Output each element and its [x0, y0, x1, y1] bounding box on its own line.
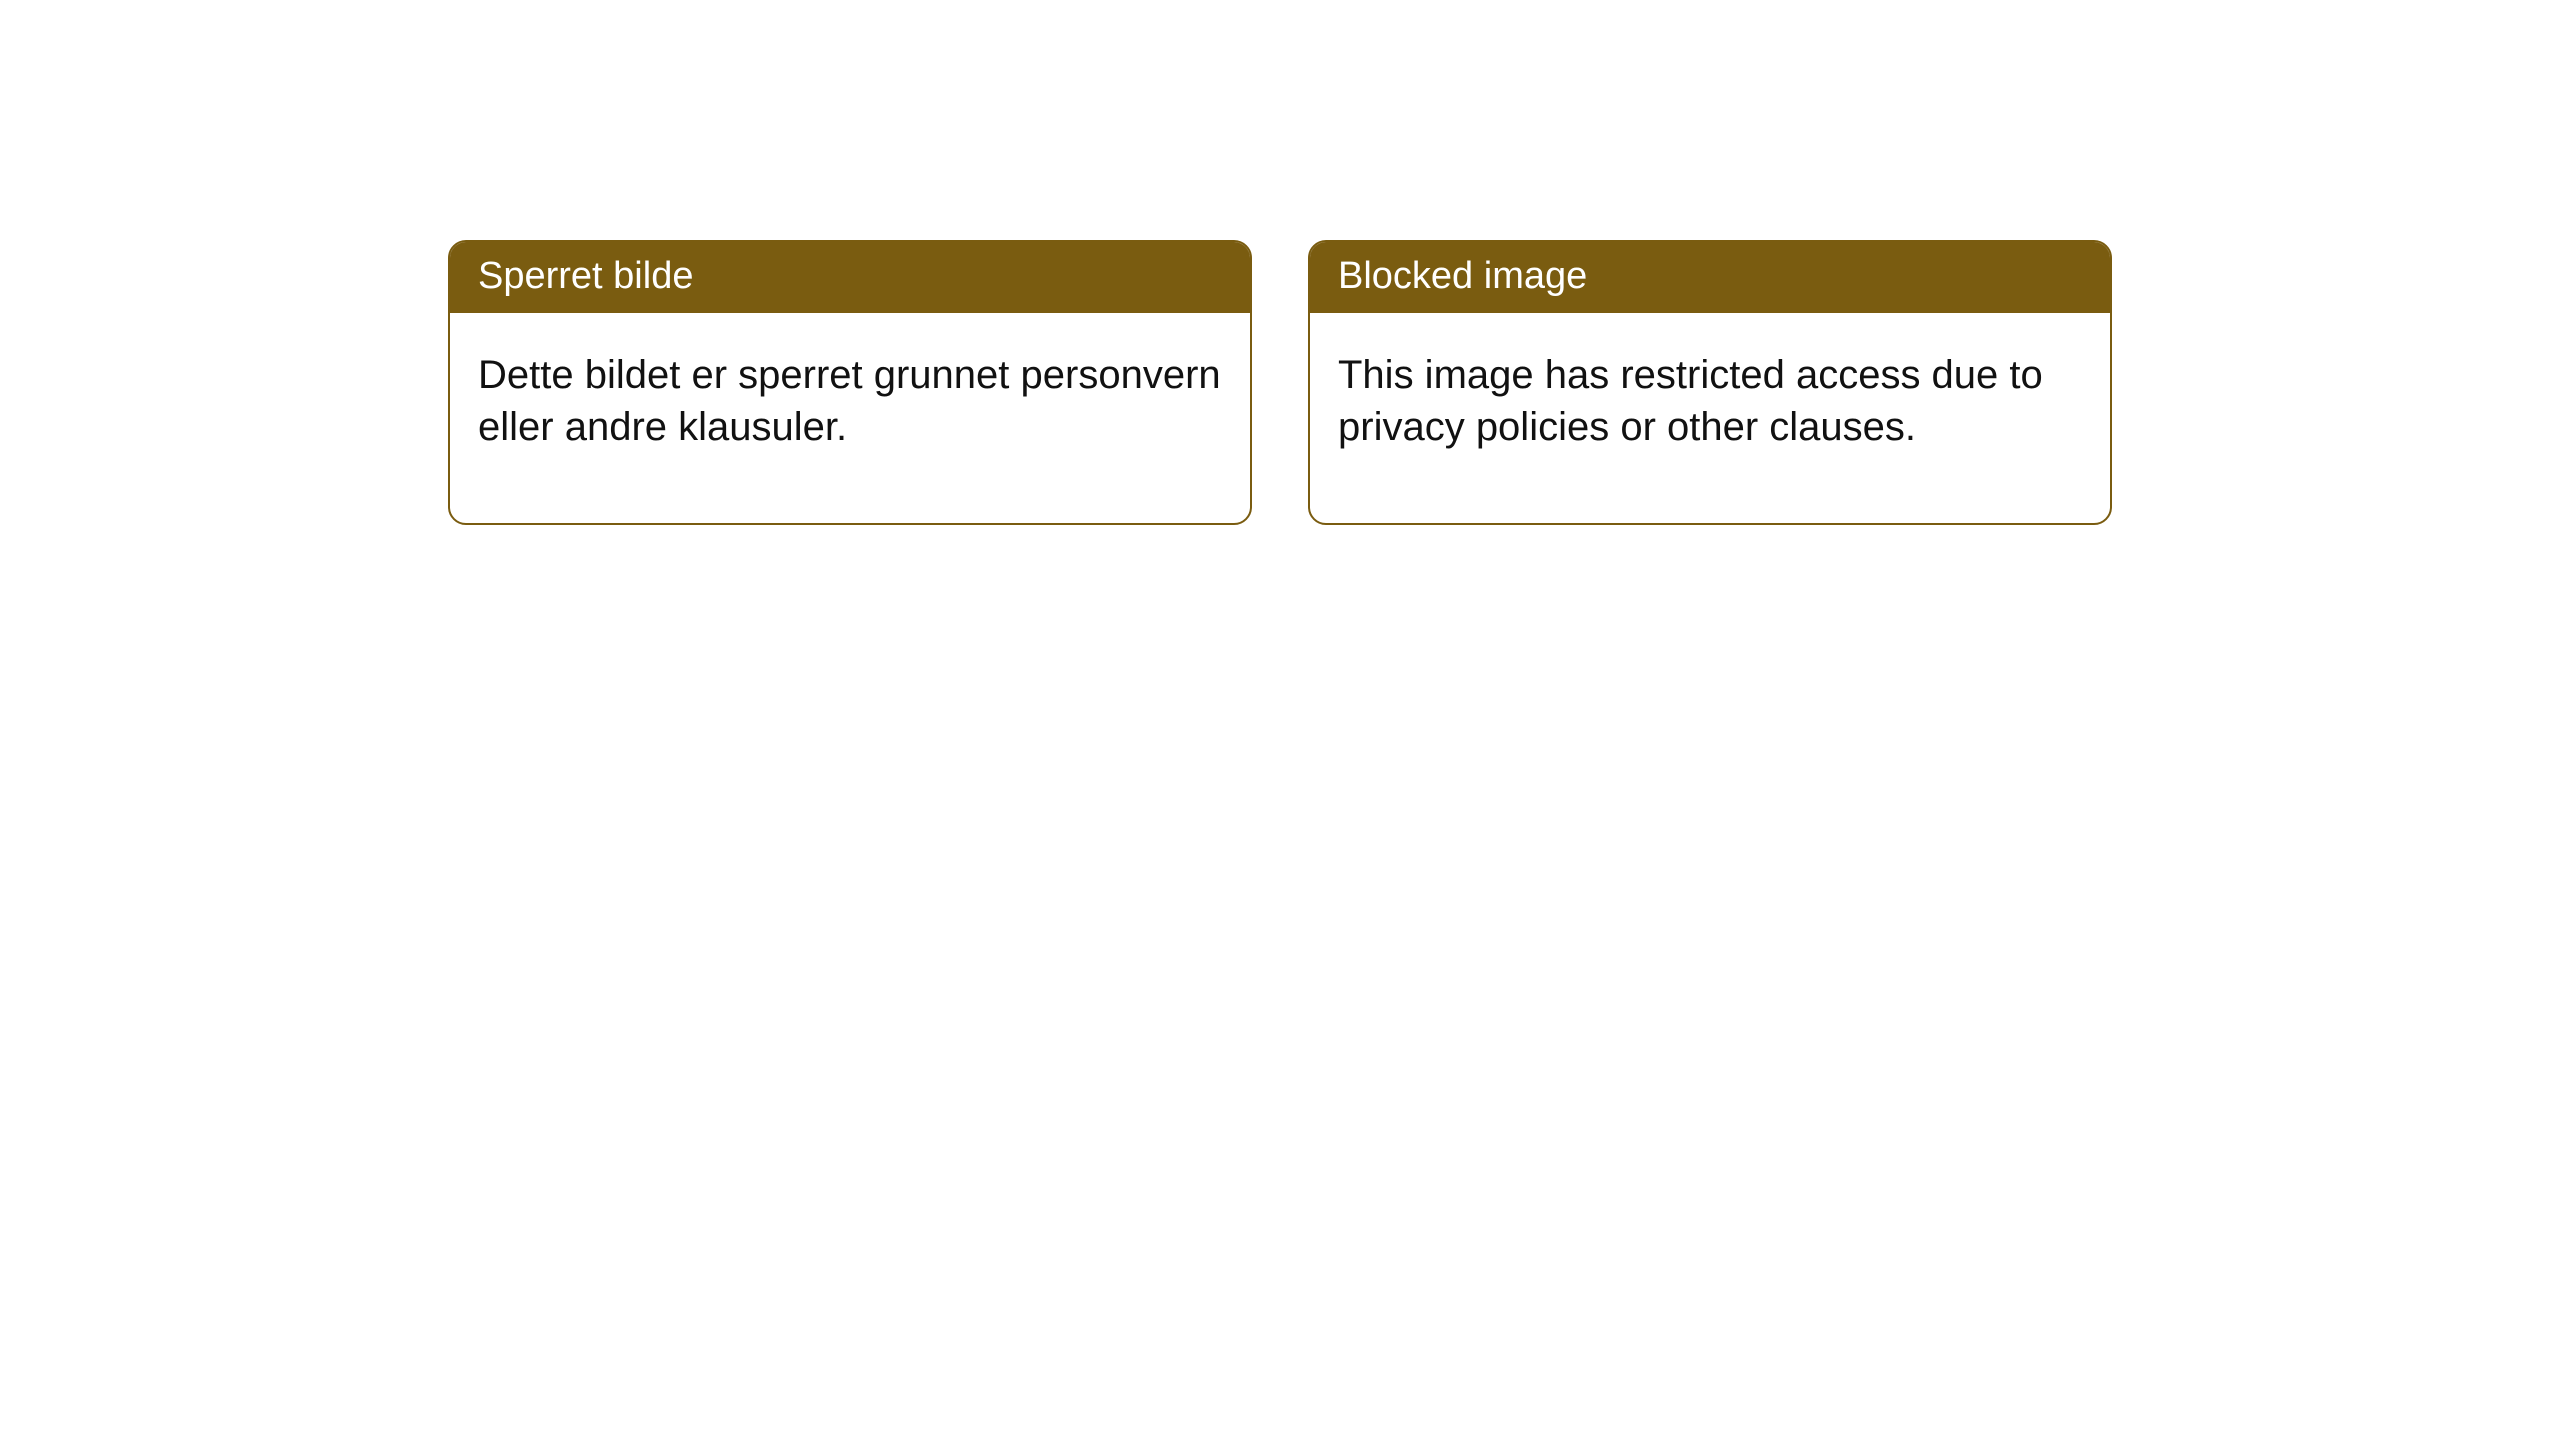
notice-card-english: Blocked image This image has restricted …: [1308, 240, 2112, 525]
notice-body: Dette bildet er sperret grunnet personve…: [450, 313, 1250, 523]
notice-card-norwegian: Sperret bilde Dette bildet er sperret gr…: [448, 240, 1252, 525]
notice-title: Sperret bilde: [450, 242, 1250, 313]
notice-title: Blocked image: [1310, 242, 2110, 313]
notice-body: This image has restricted access due to …: [1310, 313, 2110, 523]
notices-container: Sperret bilde Dette bildet er sperret gr…: [0, 0, 2560, 525]
